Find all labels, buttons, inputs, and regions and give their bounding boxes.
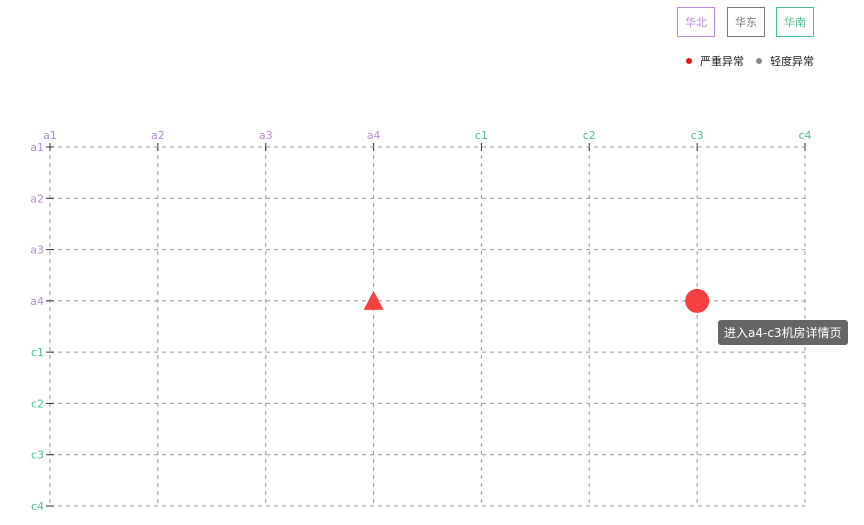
y-tick-label: a4 — [30, 295, 44, 308]
legend-dot-minor — [756, 58, 762, 64]
y-tick-label: a2 — [30, 192, 44, 205]
x-tick-label: c3 — [691, 129, 704, 142]
y-tick-label: c3 — [31, 449, 44, 462]
y-tick-label: c2 — [31, 397, 44, 410]
y-tick-label: a1 — [30, 141, 44, 154]
x-tick-label: c2 — [583, 129, 596, 142]
x-tick-label: a3 — [259, 129, 273, 142]
legend-severe[interactable]: 严重异常 — [686, 53, 744, 69]
x-tick-label: a1 — [43, 129, 57, 142]
legend-minor[interactable]: 轻度异常 — [756, 53, 814, 69]
y-tick-label: a3 — [30, 244, 44, 257]
y-tick-label: c4 — [31, 500, 44, 513]
y-tick-label: c1 — [31, 346, 44, 359]
x-tick-label: a2 — [151, 129, 165, 142]
legend-dot-severe — [686, 58, 692, 64]
filter-north[interactable]: 华北 — [677, 7, 715, 37]
x-tick-label: c4 — [798, 129, 811, 142]
tooltip: 进入a4-c3机房详情页 — [718, 320, 848, 345]
x-tick-label: c1 — [475, 129, 488, 142]
data-point-circle — [685, 288, 710, 313]
legend-label: 严重异常 — [700, 55, 744, 68]
legend-label: 轻度异常 — [770, 55, 814, 68]
filter-south[interactable]: 华南 — [776, 7, 814, 37]
filter-east[interactable]: 华东 — [727, 7, 765, 37]
x-tick-label: a4 — [367, 129, 381, 142]
data-point-triangle — [363, 290, 384, 310]
